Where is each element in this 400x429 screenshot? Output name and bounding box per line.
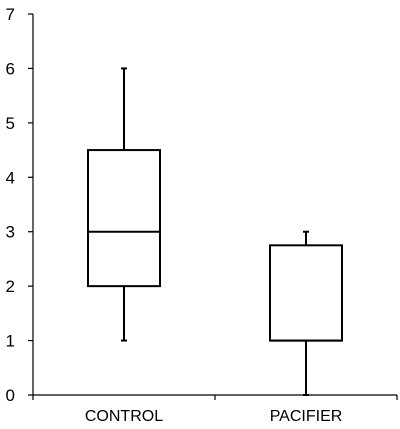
y-tick-label: 3 xyxy=(6,223,15,242)
box-pacifier xyxy=(269,244,343,342)
y-tick-label: 4 xyxy=(6,168,15,187)
y-tick-label: 2 xyxy=(6,277,15,296)
y-tick-label: 0 xyxy=(6,386,15,405)
y-tick-label: 7 xyxy=(6,5,15,24)
y-tick-label: 5 xyxy=(6,114,15,133)
y-tick-label: 1 xyxy=(6,332,15,351)
y-tick-label: 6 xyxy=(6,59,15,78)
x-category-label: PACIFIER xyxy=(270,408,343,425)
box-control xyxy=(87,149,161,288)
x-category-label: CONTROL xyxy=(85,408,163,425)
